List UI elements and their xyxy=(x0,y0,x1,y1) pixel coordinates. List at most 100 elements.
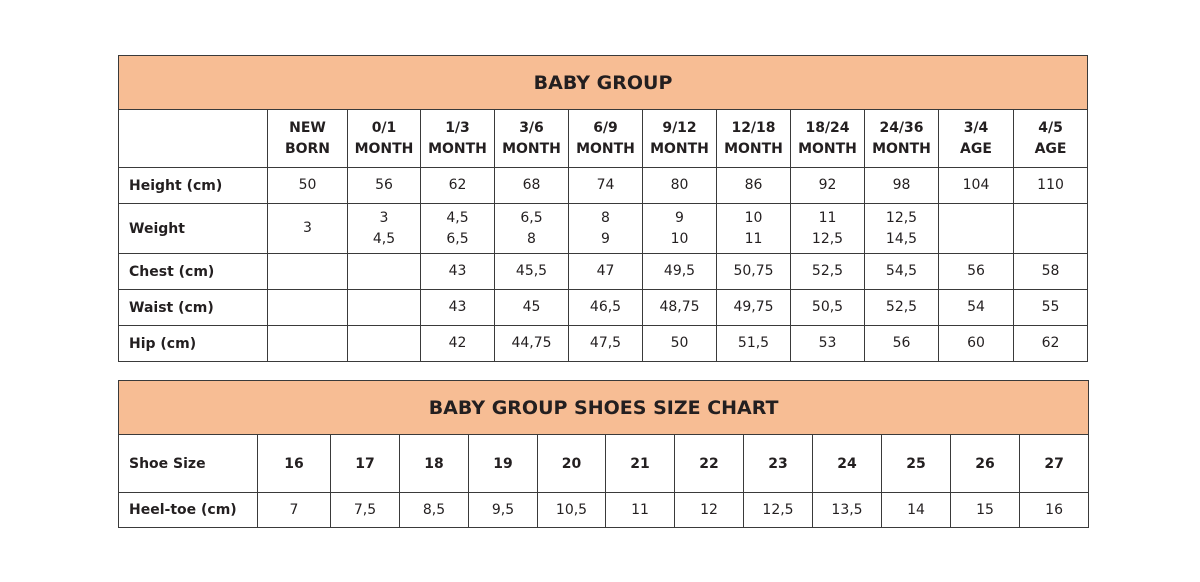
shoe-size-cell: 23 xyxy=(743,434,813,493)
table-cell: 55 xyxy=(1012,289,1089,326)
row-label: Waist (cm) xyxy=(118,289,268,326)
table-cell: 3 xyxy=(267,203,348,254)
shoe-size-cell: 22 xyxy=(674,434,744,493)
table-cell: 42 xyxy=(420,325,495,362)
cell-value: 104 xyxy=(962,177,990,193)
table-cell: 48,75 xyxy=(642,289,717,326)
cell-value: 49,5 xyxy=(663,263,696,279)
column-header-line: MONTH xyxy=(798,140,857,157)
column-header-line: 3/6 xyxy=(519,119,544,136)
heel-toe-cell: 8,5 xyxy=(399,492,469,528)
cell-value: 49,75 xyxy=(733,299,774,315)
column-header-line: MONTH xyxy=(354,140,414,157)
cell-value: 8 xyxy=(601,209,610,226)
column-header-line: MONTH xyxy=(428,140,487,157)
table-cell xyxy=(347,325,421,362)
shoe-size-table: BABY GROUP SHOES SIZE CHART Shoe Size 16 1… xyxy=(117,380,1090,528)
empty-corner-cell xyxy=(118,109,268,168)
table-cell: 62 xyxy=(420,167,495,204)
column-header-line: 0/1 xyxy=(371,119,397,136)
column-header: 4/5 AGE xyxy=(1012,109,1089,168)
cell-value: 50 xyxy=(670,335,689,351)
cell-value: 43 xyxy=(448,299,467,315)
cell-value: 60 xyxy=(967,335,985,351)
cell-value: 56 xyxy=(892,335,911,351)
column-header-line: 12/18 xyxy=(731,119,776,136)
cell-value: 6,5 xyxy=(520,209,543,226)
table-cell: 54,5 xyxy=(864,253,939,290)
table-row: Chest (cm) 43 45,5 47 49,5 50,75 52,5 54,5 56 58 xyxy=(118,253,1089,290)
cell-value: 50,5 xyxy=(811,299,844,315)
shoe-size-cell: 17 xyxy=(330,434,400,493)
heel-toe-cell: 12 xyxy=(674,492,744,528)
table-cell: 50,75 xyxy=(716,253,791,290)
cell-value: 51,5 xyxy=(737,335,770,351)
table-cell: 50,5 xyxy=(790,289,865,326)
table-cell: 3 4,5 xyxy=(347,203,421,254)
column-header-line: AGE xyxy=(1034,140,1067,157)
row-label: Heel-toe (cm) xyxy=(118,492,258,528)
cell-value: 4,5 xyxy=(372,230,396,247)
cell-value: 86 xyxy=(744,177,763,193)
heel-toe-cell: 16 xyxy=(1018,492,1090,528)
table-cell: 52,5 xyxy=(864,289,939,326)
cell-value: 42 xyxy=(448,335,467,351)
shoe-size-cell: 21 xyxy=(605,434,675,493)
cell-value: 54 xyxy=(967,299,985,315)
shoe-size-cell: 27 xyxy=(1018,434,1090,493)
table-cell: 80 xyxy=(642,167,717,204)
row-label: Hip (cm) xyxy=(118,325,268,362)
table-cell: 92 xyxy=(790,167,865,204)
table-row: Height (cm) 50 56 62 68 74 80 86 92 98 104 110 xyxy=(118,167,1089,204)
table-cell: 68 xyxy=(494,167,569,204)
table-cell: 49,5 xyxy=(642,253,717,290)
table-cell xyxy=(347,289,421,326)
table-cell xyxy=(347,253,421,290)
table-cell: 54 xyxy=(938,289,1014,326)
cell-value: 80 xyxy=(670,177,689,193)
heel-toe-cell: 14 xyxy=(881,492,951,528)
cell-value: 56 xyxy=(375,177,393,193)
table-cell: 50 xyxy=(642,325,717,362)
table-cell: 45,5 xyxy=(494,253,569,290)
heel-toe-cell: 15 xyxy=(950,492,1020,528)
column-header-line: NEW xyxy=(289,119,326,136)
table-cell: 46,5 xyxy=(568,289,643,326)
table-cell: 56 xyxy=(864,325,939,362)
cell-value: 56 xyxy=(967,263,985,279)
table-cell: 110 xyxy=(1012,167,1089,204)
table-cell xyxy=(267,325,348,362)
column-header: 3/6 MONTH xyxy=(494,109,569,168)
table-cell: 47 xyxy=(568,253,643,290)
column-header: 9/12 MONTH xyxy=(642,109,717,168)
table-cell: 104 xyxy=(938,167,1014,204)
table-title: BABY GROUP SHOES SIZE CHART xyxy=(117,380,1090,435)
cell-value: 11 xyxy=(818,209,837,226)
row-label: Weight xyxy=(118,203,268,254)
shoe-size-cell: 19 xyxy=(468,434,538,493)
cell-value: 47,5 xyxy=(589,335,622,351)
heel-toe-cell: 11 xyxy=(605,492,675,528)
table-cell: 56 xyxy=(938,253,1014,290)
cell-value: 62 xyxy=(448,177,467,193)
table-cell: 56 xyxy=(347,167,421,204)
cell-value: 3 xyxy=(379,209,389,226)
table-cell: 74 xyxy=(568,167,643,204)
table-cell: 60 xyxy=(938,325,1014,362)
column-header: 3/4 AGE xyxy=(938,109,1014,168)
heel-toe-cell: 7 xyxy=(257,492,331,528)
heel-toe-cell: 10,5 xyxy=(537,492,606,528)
table-cell xyxy=(1012,203,1089,254)
cell-value: 68 xyxy=(522,177,541,193)
column-header: 12/18 MONTH xyxy=(716,109,791,168)
cell-value: 43 xyxy=(448,263,467,279)
cell-value: 50,75 xyxy=(733,263,774,279)
cell-value: 52,5 xyxy=(885,299,918,315)
shoe-size-cell: 18 xyxy=(399,434,469,493)
column-header-line: MONTH xyxy=(724,140,783,157)
table-cell: 52,5 xyxy=(790,253,865,290)
column-header-line: 3/4 xyxy=(963,119,989,136)
shoe-size-row: Shoe Size 16 17 18 19 20 21 22 23 24 25 26 27 xyxy=(118,434,1090,493)
table-cell: 53 xyxy=(790,325,865,362)
cell-value: 52,5 xyxy=(811,263,844,279)
